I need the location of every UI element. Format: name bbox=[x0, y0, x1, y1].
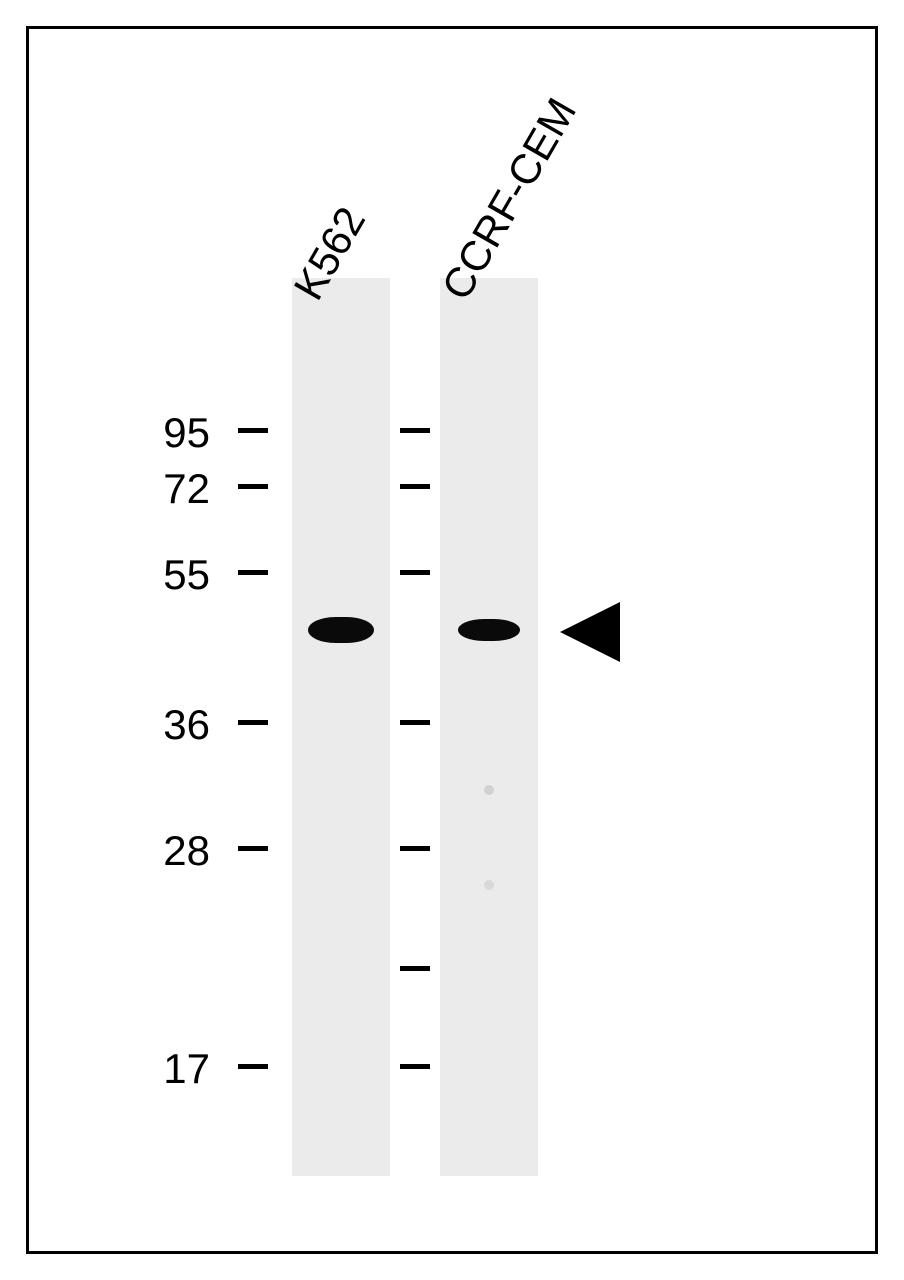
mw-label: 17 bbox=[163, 1045, 210, 1093]
mw-tick bbox=[400, 720, 430, 725]
mw-tick bbox=[400, 846, 430, 851]
mw-tick bbox=[238, 570, 268, 575]
lane-lane1 bbox=[292, 278, 390, 1176]
mw-tick bbox=[238, 720, 268, 725]
mw-tick bbox=[400, 570, 430, 575]
mw-tick bbox=[400, 428, 430, 433]
mw-tick bbox=[238, 484, 268, 489]
mw-label: 36 bbox=[163, 701, 210, 749]
mw-label: 72 bbox=[163, 465, 210, 513]
band-indicator-arrow bbox=[560, 602, 620, 662]
mw-tick bbox=[238, 1064, 268, 1069]
protein-band bbox=[308, 617, 374, 643]
mw-tick bbox=[238, 846, 268, 851]
lane-lane2 bbox=[440, 278, 538, 1176]
mw-tick bbox=[400, 484, 430, 489]
mw-label: 55 bbox=[163, 551, 210, 599]
protein-band bbox=[458, 619, 520, 641]
mw-tick bbox=[400, 1064, 430, 1069]
mw-tick bbox=[238, 428, 268, 433]
mw-tick bbox=[400, 966, 430, 971]
faint-band bbox=[484, 880, 494, 890]
mw-label: 28 bbox=[163, 827, 210, 875]
mw-label: 95 bbox=[163, 409, 210, 457]
faint-band bbox=[484, 785, 494, 795]
